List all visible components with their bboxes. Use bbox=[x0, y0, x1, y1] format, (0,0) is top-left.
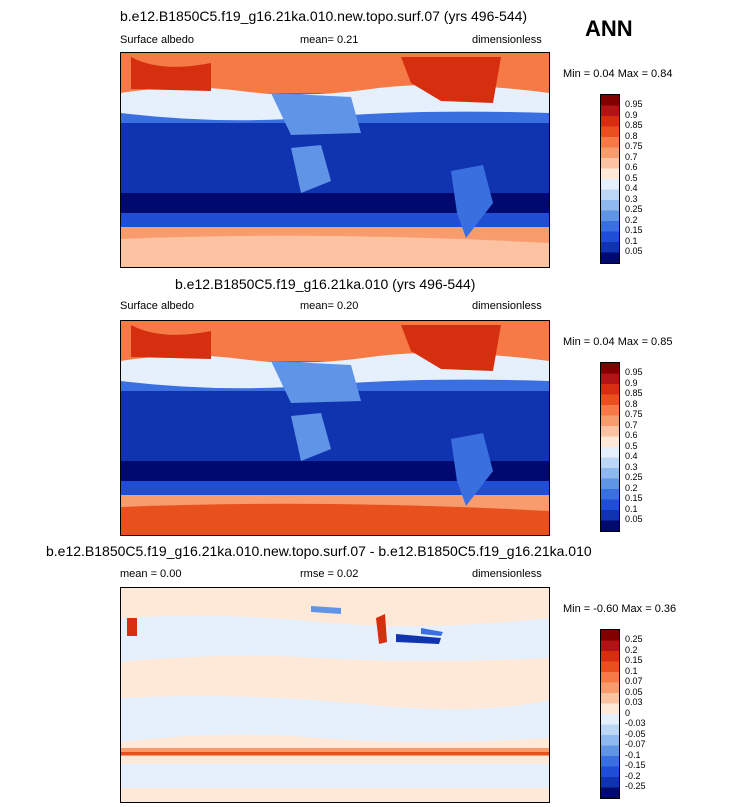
panel3-title: b.e12.B1850C5.f19_g16.21ka.010.new.topo.… bbox=[46, 543, 592, 559]
panel2-colorbar: 0.95 0.9 0.85 0.8 0.75 0.7 0.6 0.5 0.4 0… bbox=[600, 362, 643, 532]
panel1-cbar-tick: 0.5 bbox=[625, 173, 638, 183]
panel3-cbar-tick: 0.15 bbox=[625, 655, 643, 665]
panel3-cbar-tick: -0.1 bbox=[625, 750, 641, 760]
panel1-cbar-tick: 0.7 bbox=[625, 152, 638, 162]
panel3-cbar-tick: -0.15 bbox=[625, 760, 646, 770]
panel2-cbar-tick: 0.15 bbox=[625, 493, 643, 503]
panel2-cbar-tick: 0.85 bbox=[625, 388, 643, 398]
panel3-mean-label: mean = 0.00 bbox=[120, 568, 182, 580]
panel2-units-label: dimensionless bbox=[472, 300, 542, 312]
panel2-cbar-tick: 0.3 bbox=[625, 462, 638, 472]
panel2-cbar-tick: 0.95 bbox=[625, 367, 643, 377]
panel3-rmse-label: rmse = 0.02 bbox=[300, 568, 359, 580]
panel3-cbar-tick: 0 bbox=[625, 708, 631, 718]
panel2-cbar-tick: 0.1 bbox=[625, 504, 638, 514]
panel2-map bbox=[120, 320, 550, 536]
panel3-cbar-tick: 0.05 bbox=[625, 687, 643, 697]
panel2-minmax-label: Min = 0.04 Max = 0.85 bbox=[563, 336, 673, 348]
panel3-cbar-tick: -0.03 bbox=[625, 718, 646, 728]
panel3-cbar-tick: 0.03 bbox=[625, 697, 643, 707]
panel2-cbar-tick: 0.6 bbox=[625, 430, 638, 440]
panel2-cbar-tick: 0.9 bbox=[625, 378, 638, 388]
panel2-cbar-tick: 0.05 bbox=[625, 514, 643, 524]
panel1-cbar-tick: 0.6 bbox=[625, 162, 638, 172]
panel1-colorbar-swatches bbox=[601, 95, 619, 263]
panel2-cbar-tick: 0.2 bbox=[625, 483, 638, 493]
panel2-mean-label: mean= 0.20 bbox=[300, 300, 359, 312]
panel1-cbar-tick: 0.05 bbox=[625, 246, 643, 256]
panel3-cbar-tick: -0.25 bbox=[625, 781, 646, 791]
panel1-cbar-tick: 0.85 bbox=[625, 120, 643, 130]
panel1-map bbox=[120, 52, 550, 268]
panel1-variable-label: Surface albedo bbox=[120, 34, 194, 46]
panel2-cbar-tick: 0.4 bbox=[625, 451, 638, 461]
panel2-cbar-tick: 0.75 bbox=[625, 409, 643, 419]
panel1-map-field bbox=[121, 53, 549, 267]
panel3-cbar-tick: -0.05 bbox=[625, 729, 646, 739]
panel2-title: b.e12.B1850C5.f19_g16.21ka.010 (yrs 496-… bbox=[175, 276, 476, 292]
panel3-map-field bbox=[121, 588, 549, 802]
panel3-minmax-label: Min = -0.60 Max = 0.36 bbox=[563, 603, 677, 615]
panel3-cbar-tick: -0.2 bbox=[625, 771, 641, 781]
panel1-colorbar: 0.95 0.9 0.85 0.8 0.75 0.7 0.6 0.5 0.4 0… bbox=[600, 94, 643, 264]
panel2-cbar-tick: 0.5 bbox=[625, 441, 638, 451]
season-label: ANN bbox=[585, 16, 633, 41]
panel3-map bbox=[120, 587, 550, 803]
panel3-cbar-tick: 0.1 bbox=[625, 666, 638, 676]
panel1-cbar-tick: 0.3 bbox=[625, 194, 638, 204]
panel3-colorbar-swatches bbox=[601, 630, 619, 798]
panel1-cbar-tick: 0.2 bbox=[625, 215, 638, 225]
panel1-cbar-tick: 0.4 bbox=[625, 183, 638, 193]
panel1-cbar-tick: 0.15 bbox=[625, 225, 643, 235]
panel2-cbar-tick: 0.8 bbox=[625, 399, 638, 409]
panel1-title: b.e12.B1850C5.f19_g16.21ka.010.new.topo.… bbox=[120, 8, 528, 24]
panel3-colorbar: 0.25 0.2 0.15 0.1 0.07 0.05 0.03 0 -0.03… bbox=[600, 629, 646, 799]
panel2-map-field bbox=[121, 321, 549, 535]
panel1-cbar-tick: 0.95 bbox=[625, 99, 643, 109]
panel1-cbar-tick: 0.9 bbox=[625, 110, 638, 120]
panel1-cbar-tick: 0.1 bbox=[625, 236, 638, 246]
panel3-cbar-tick: -0.07 bbox=[625, 739, 646, 749]
panel3-cbar-tick: 0.25 bbox=[625, 634, 643, 644]
panel1-minmax-label: Min = 0.04 Max = 0.84 bbox=[563, 68, 673, 80]
panel2-variable-label: Surface albedo bbox=[120, 300, 194, 312]
panel2-cbar-tick: 0.7 bbox=[625, 420, 638, 430]
panel2-colorbar-swatches bbox=[601, 363, 619, 531]
panel3-cbar-tick: 0.07 bbox=[625, 676, 643, 686]
panel1-cbar-tick: 0.8 bbox=[625, 131, 638, 141]
panel3-cbar-tick: 0.2 bbox=[625, 645, 638, 655]
panel2-cbar-tick: 0.25 bbox=[625, 472, 643, 482]
panel1-cbar-tick: 0.75 bbox=[625, 141, 643, 151]
panel3-units-label: dimensionless bbox=[472, 568, 542, 580]
panel1-mean-label: mean= 0.21 bbox=[300, 34, 359, 46]
panel1-cbar-tick: 0.25 bbox=[625, 204, 643, 214]
panel1-units-label: dimensionless bbox=[472, 34, 542, 46]
